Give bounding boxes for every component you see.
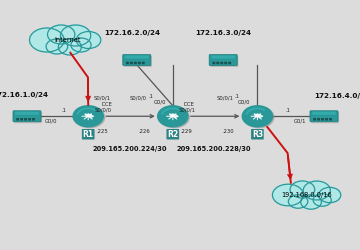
Text: G0/0: G0/0 xyxy=(45,119,57,124)
Text: R3: R3 xyxy=(252,130,263,139)
Text: S0/0/1: S0/0/1 xyxy=(94,96,111,101)
FancyBboxPatch shape xyxy=(212,62,215,64)
Text: 172.16.3.0/24: 172.16.3.0/24 xyxy=(195,30,251,36)
Text: R1: R1 xyxy=(83,130,94,139)
Circle shape xyxy=(30,28,64,52)
Text: S0/0/0: S0/0/0 xyxy=(94,107,112,112)
Circle shape xyxy=(301,195,321,209)
FancyBboxPatch shape xyxy=(310,111,338,122)
FancyBboxPatch shape xyxy=(125,56,149,58)
Text: R2: R2 xyxy=(167,130,178,139)
Circle shape xyxy=(288,195,308,208)
Text: 192.168.0.0/16: 192.168.0.0/16 xyxy=(282,192,332,198)
Text: S0/0/1: S0/0/1 xyxy=(179,107,196,112)
Circle shape xyxy=(242,106,273,127)
FancyBboxPatch shape xyxy=(14,112,42,123)
FancyBboxPatch shape xyxy=(321,118,324,120)
FancyBboxPatch shape xyxy=(329,118,332,120)
Circle shape xyxy=(76,32,101,48)
Text: Internet: Internet xyxy=(54,38,81,44)
Text: 172.16.2.0/24: 172.16.2.0/24 xyxy=(104,30,161,36)
Text: S0/0/0: S0/0/0 xyxy=(130,96,147,101)
Text: 172.16.1.0/24: 172.16.1.0/24 xyxy=(0,92,48,98)
Text: S0/0/1: S0/0/1 xyxy=(216,96,234,101)
FancyBboxPatch shape xyxy=(126,62,129,64)
Text: G0/0: G0/0 xyxy=(154,100,166,105)
FancyBboxPatch shape xyxy=(32,118,35,120)
Circle shape xyxy=(319,187,341,203)
FancyBboxPatch shape xyxy=(142,62,145,64)
Circle shape xyxy=(71,38,91,52)
FancyBboxPatch shape xyxy=(313,118,316,120)
FancyBboxPatch shape xyxy=(311,112,339,123)
FancyBboxPatch shape xyxy=(124,56,152,67)
Text: 209.165.200.224/30: 209.165.200.224/30 xyxy=(93,146,167,152)
FancyBboxPatch shape xyxy=(130,62,133,64)
FancyBboxPatch shape xyxy=(228,62,231,64)
Text: G0/0: G0/0 xyxy=(238,100,250,105)
FancyBboxPatch shape xyxy=(216,62,219,64)
Text: G0/1: G0/1 xyxy=(293,119,306,124)
FancyBboxPatch shape xyxy=(325,118,328,120)
Circle shape xyxy=(159,107,189,128)
FancyBboxPatch shape xyxy=(13,111,41,122)
Circle shape xyxy=(303,181,330,200)
FancyBboxPatch shape xyxy=(16,118,19,120)
FancyBboxPatch shape xyxy=(211,56,235,58)
FancyBboxPatch shape xyxy=(123,54,151,66)
FancyBboxPatch shape xyxy=(220,62,223,64)
Text: .1: .1 xyxy=(234,94,239,99)
FancyBboxPatch shape xyxy=(24,118,27,120)
FancyBboxPatch shape xyxy=(209,54,237,66)
Text: .1: .1 xyxy=(149,94,154,99)
Circle shape xyxy=(313,194,331,206)
Text: .225: .225 xyxy=(97,129,108,134)
Text: .229: .229 xyxy=(181,129,192,134)
Circle shape xyxy=(73,106,103,127)
Text: 172.16.4.0/28: 172.16.4.0/28 xyxy=(314,93,360,99)
FancyBboxPatch shape xyxy=(20,118,23,120)
Circle shape xyxy=(58,39,81,55)
Circle shape xyxy=(158,106,188,127)
Circle shape xyxy=(48,25,75,44)
Circle shape xyxy=(60,25,91,46)
Text: DCE: DCE xyxy=(102,102,113,107)
FancyBboxPatch shape xyxy=(224,62,227,64)
Circle shape xyxy=(273,184,303,206)
Text: DCE: DCE xyxy=(184,102,194,107)
Text: .1: .1 xyxy=(62,108,67,113)
Text: .1: .1 xyxy=(285,108,291,113)
Text: 209.165.200.228/30: 209.165.200.228/30 xyxy=(177,146,251,152)
Text: .230: .230 xyxy=(223,129,234,134)
Circle shape xyxy=(244,107,274,128)
FancyBboxPatch shape xyxy=(15,112,39,115)
Text: .226: .226 xyxy=(138,129,150,134)
Circle shape xyxy=(75,107,105,128)
FancyBboxPatch shape xyxy=(210,56,238,67)
FancyBboxPatch shape xyxy=(134,62,137,64)
FancyBboxPatch shape xyxy=(317,118,320,120)
FancyBboxPatch shape xyxy=(138,62,141,64)
Circle shape xyxy=(290,181,315,198)
Circle shape xyxy=(46,39,68,54)
FancyBboxPatch shape xyxy=(28,118,31,120)
FancyBboxPatch shape xyxy=(312,112,336,115)
